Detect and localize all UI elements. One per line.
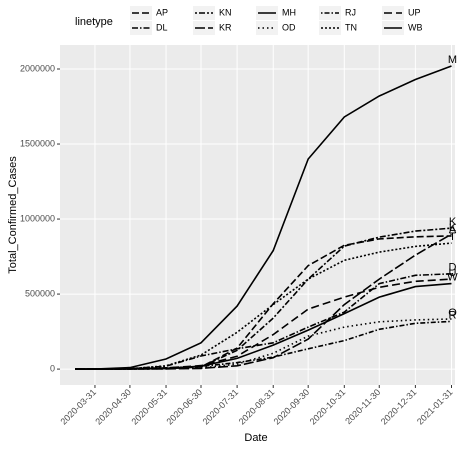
end-label: K: [449, 216, 457, 228]
x-tick-label: 2020-10-31: [308, 387, 348, 427]
y-axis-title: Total_Confirmed_Cases: [7, 156, 19, 274]
end-label: M: [448, 54, 457, 66]
legend-key: [319, 6, 341, 20]
series-line: [75, 65, 452, 370]
y-tick-label: 1000000: [20, 213, 55, 223]
x-tick-label: 2020-05-31: [129, 387, 169, 427]
y-tick-label: 1500000: [20, 138, 55, 148]
legend-label: KN: [219, 7, 232, 17]
y-tick-label: 500000: [25, 288, 55, 298]
legend-label: RJ: [345, 7, 356, 17]
x-tick-label: 2020-07-31: [201, 387, 241, 427]
legend-key: [130, 6, 152, 20]
legend-label: TN: [345, 22, 357, 32]
x-tick-label: 2020-04-30: [93, 387, 133, 427]
x-tick-label: 2020-08-31: [237, 387, 277, 427]
plot-panel: [60, 45, 455, 385]
end-label: D: [449, 262, 457, 274]
x-tick-label: 2020-06-30: [164, 387, 204, 427]
end-label: O: [448, 307, 457, 319]
legend-label: AP: [156, 7, 168, 17]
end-label: A: [449, 224, 457, 236]
end-label: U: [449, 267, 457, 279]
end-label: T: [449, 231, 456, 243]
x-tick-label: 2020-09-30: [272, 387, 312, 427]
x-tick-label: 2021-01-31: [415, 387, 455, 427]
legend-label: WB: [408, 22, 423, 32]
legend-key: [382, 6, 404, 20]
end-label: W: [447, 271, 458, 283]
legend-label: OD: [282, 22, 296, 32]
x-tick-label: 2020-11-30: [343, 387, 382, 426]
y-tick-label: 0: [50, 363, 55, 373]
x-tick-label: 2020-03-31: [58, 387, 98, 427]
y-tick-label: 2000000: [20, 63, 55, 73]
legend-label: DL: [156, 22, 168, 32]
end-label: R: [449, 309, 457, 321]
legend-label: UP: [408, 7, 421, 17]
series-line: [75, 235, 452, 370]
legend-label: KR: [219, 22, 232, 32]
x-axis-title: Date: [244, 432, 267, 444]
legend-label: MH: [282, 7, 296, 17]
legend-title: linetype: [75, 16, 113, 28]
end-label: K: [449, 222, 457, 234]
series-line: [75, 282, 452, 370]
x-tick-label: 2020-12-31: [379, 387, 419, 427]
series-line: [75, 318, 452, 370]
